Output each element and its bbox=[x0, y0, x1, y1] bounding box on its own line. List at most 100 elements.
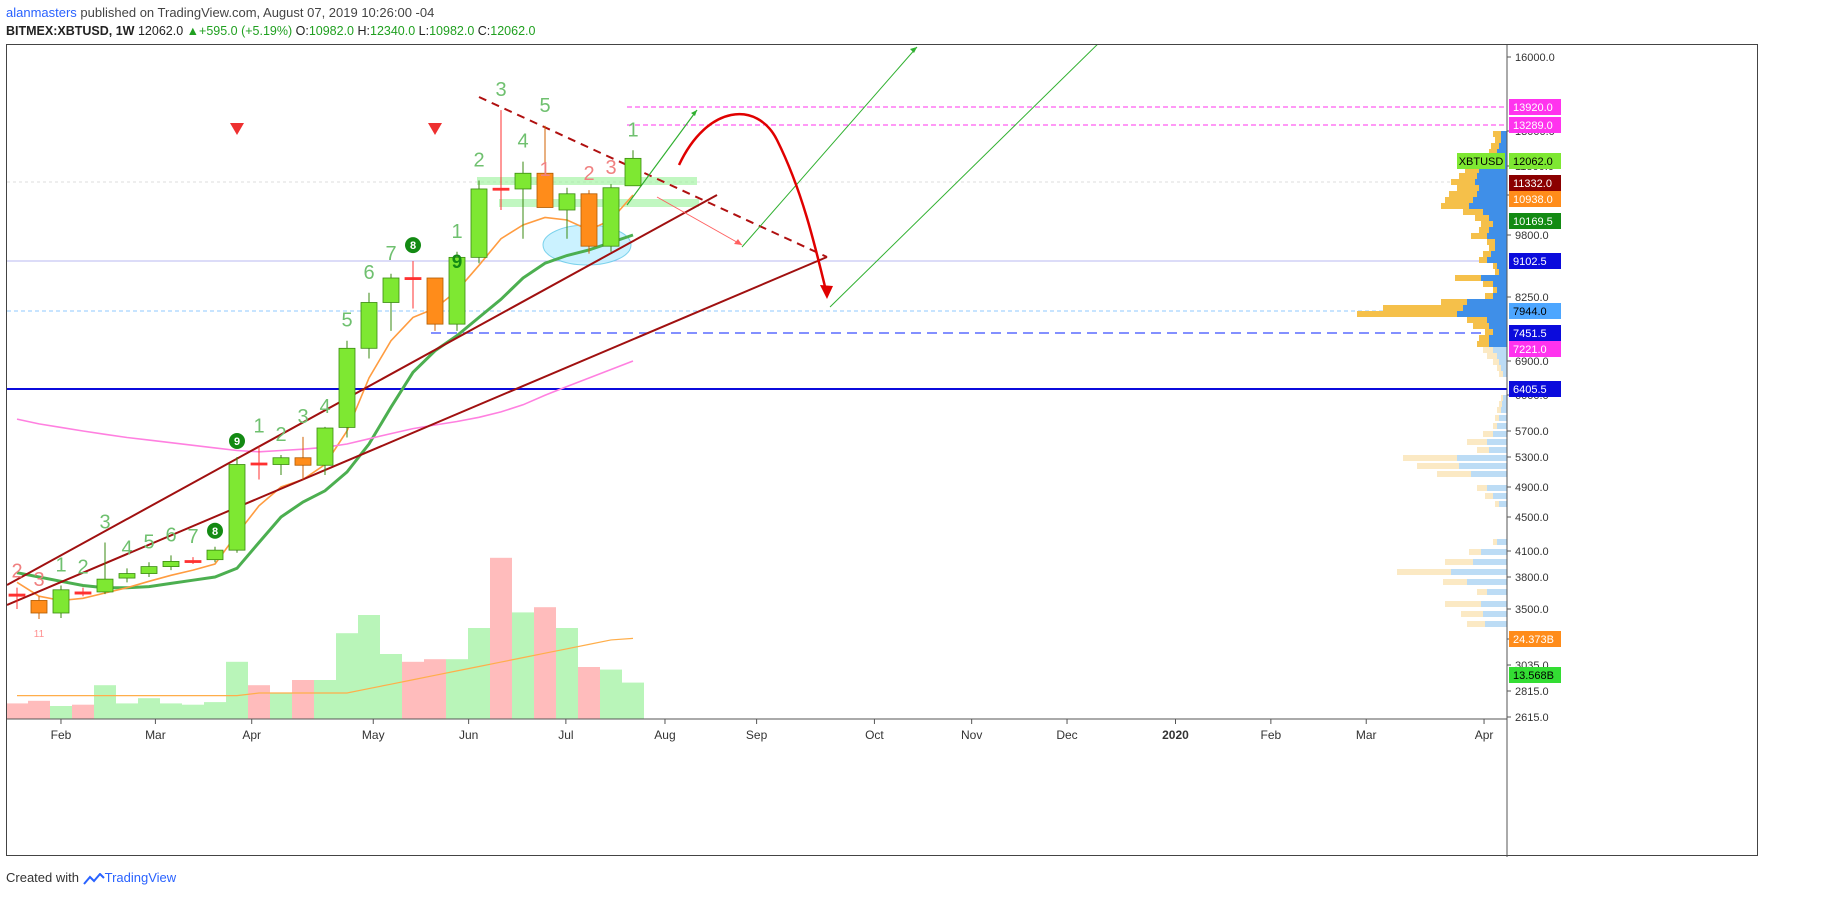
up-triangle-icon: ▲ bbox=[186, 24, 200, 38]
price-tag: 13920.0 bbox=[1513, 102, 1553, 114]
candle-body[interactable] bbox=[580, 193, 598, 247]
volume-bar bbox=[270, 693, 292, 719]
candle-body[interactable] bbox=[602, 187, 620, 247]
tradingview-link[interactable]: TradingView bbox=[104, 870, 177, 885]
y-tick-label: 3800.0 bbox=[1515, 572, 1549, 584]
volume-bar bbox=[226, 661, 248, 719]
profile-buy-bar bbox=[1467, 579, 1507, 585]
candle-body[interactable] bbox=[492, 187, 510, 191]
profile-buy-bar bbox=[1463, 305, 1507, 311]
candle-body[interactable] bbox=[536, 172, 554, 208]
candles[interactable] bbox=[8, 110, 642, 619]
profile-sell-bar bbox=[1499, 371, 1503, 377]
profile-sell-bar bbox=[1467, 317, 1487, 323]
price-tag-bg bbox=[1509, 325, 1561, 341]
profile-buy-bar bbox=[1493, 293, 1507, 299]
created-with-text: Created with bbox=[6, 870, 79, 885]
profile-buy-bar bbox=[1479, 167, 1507, 173]
profile-buy-bar bbox=[1479, 185, 1507, 191]
author-link[interactable]: alanmasters bbox=[6, 5, 77, 20]
x-tick-label: Sep bbox=[746, 728, 768, 742]
candle-body[interactable] bbox=[426, 277, 444, 325]
candle-body[interactable] bbox=[162, 561, 180, 568]
profile-sell-bar bbox=[1445, 601, 1481, 607]
profile-sell-bar bbox=[1483, 431, 1493, 437]
profile-sell-bar bbox=[1451, 179, 1475, 185]
candle-body[interactable] bbox=[8, 593, 26, 597]
candle-body[interactable] bbox=[118, 573, 136, 579]
profile-buy-bar bbox=[1473, 559, 1507, 565]
candle-body[interactable] bbox=[448, 256, 466, 325]
profile-buy-bar bbox=[1493, 221, 1507, 227]
x-tick-label: Mar bbox=[145, 728, 166, 742]
profile-buy-bar bbox=[1457, 311, 1507, 317]
profile-sell-bar bbox=[1357, 311, 1457, 317]
profile-buy-bar bbox=[1475, 179, 1507, 185]
price-tag-bg bbox=[1509, 381, 1561, 397]
td-label: 5 bbox=[143, 531, 154, 553]
profile-sell-bar bbox=[1493, 359, 1499, 365]
open-value: 10982.0 bbox=[308, 24, 355, 38]
candle-body[interactable] bbox=[30, 600, 48, 614]
profile-buy-bar bbox=[1493, 347, 1507, 353]
price-tag: 7451.5 bbox=[1513, 328, 1547, 340]
candle-body[interactable] bbox=[96, 578, 114, 593]
footer: Created with TradingView bbox=[6, 870, 176, 885]
profile-sell-bar bbox=[1485, 493, 1493, 499]
candle-body[interactable] bbox=[382, 277, 400, 303]
candle-body[interactable] bbox=[52, 589, 70, 614]
profile-sell-bar bbox=[1493, 263, 1497, 269]
y-tick-label: 4900.0 bbox=[1515, 482, 1549, 494]
td-label: 4 bbox=[517, 131, 528, 153]
profile-sell-bar bbox=[1493, 539, 1497, 545]
candle-body[interactable] bbox=[184, 560, 202, 563]
profile-sell-bar bbox=[1465, 167, 1479, 173]
price-tag: 7944.0 bbox=[1513, 306, 1547, 318]
td-label: 3 bbox=[99, 512, 110, 534]
td-label: 1 bbox=[253, 416, 264, 438]
candle-body[interactable] bbox=[624, 157, 642, 187]
profile-buy-bar bbox=[1487, 589, 1507, 595]
arrowhead-arc-down bbox=[820, 285, 833, 299]
profile-buy-bar bbox=[1481, 549, 1507, 555]
td-label: 7 bbox=[385, 243, 396, 265]
profile-buy-bar bbox=[1501, 365, 1507, 371]
profile-buy-bar bbox=[1487, 317, 1507, 323]
projection-channel-line bbox=[829, 45, 1098, 308]
y-tick-label: 8250.0 bbox=[1515, 292, 1549, 304]
profile-sell-bar bbox=[1495, 415, 1499, 421]
candle-body[interactable] bbox=[404, 277, 422, 280]
td-label-circle: 8 bbox=[410, 240, 416, 252]
profile-sell-bar bbox=[1479, 257, 1487, 263]
candle-body[interactable] bbox=[514, 172, 532, 190]
profile-sell-bar bbox=[1489, 245, 1495, 251]
profile-sell-bar bbox=[1459, 173, 1477, 179]
candle-body[interactable] bbox=[228, 464, 246, 551]
candle-body[interactable] bbox=[74, 591, 92, 595]
candle-body[interactable] bbox=[140, 566, 158, 574]
candle-body[interactable] bbox=[360, 302, 378, 349]
price-tag: 10938.0 bbox=[1513, 194, 1553, 206]
profile-buy-bar bbox=[1471, 471, 1507, 477]
candle-body[interactable] bbox=[206, 549, 224, 561]
candle-body[interactable] bbox=[338, 347, 356, 428]
candle-body[interactable] bbox=[470, 188, 488, 258]
profile-sell-bar bbox=[1495, 137, 1501, 143]
candle-body[interactable] bbox=[250, 462, 268, 466]
volume-bar bbox=[512, 612, 534, 719]
candle-body[interactable] bbox=[272, 457, 290, 465]
volume-bar bbox=[468, 628, 490, 719]
profile-buy-bar bbox=[1485, 621, 1507, 627]
candle-body[interactable] bbox=[558, 193, 576, 211]
sell-arrow-icon bbox=[428, 123, 442, 135]
chart-header: alanmasters published on TradingView.com… bbox=[6, 4, 535, 40]
candle-body[interactable] bbox=[316, 427, 334, 466]
volume-bar bbox=[204, 702, 226, 719]
y-tick-label: 16000.0 bbox=[1515, 52, 1555, 64]
profile-buy-bar bbox=[1497, 423, 1507, 429]
profile-sell-bar bbox=[1467, 439, 1487, 445]
td-marker-circle bbox=[229, 433, 245, 449]
candle-body[interactable] bbox=[294, 457, 312, 466]
